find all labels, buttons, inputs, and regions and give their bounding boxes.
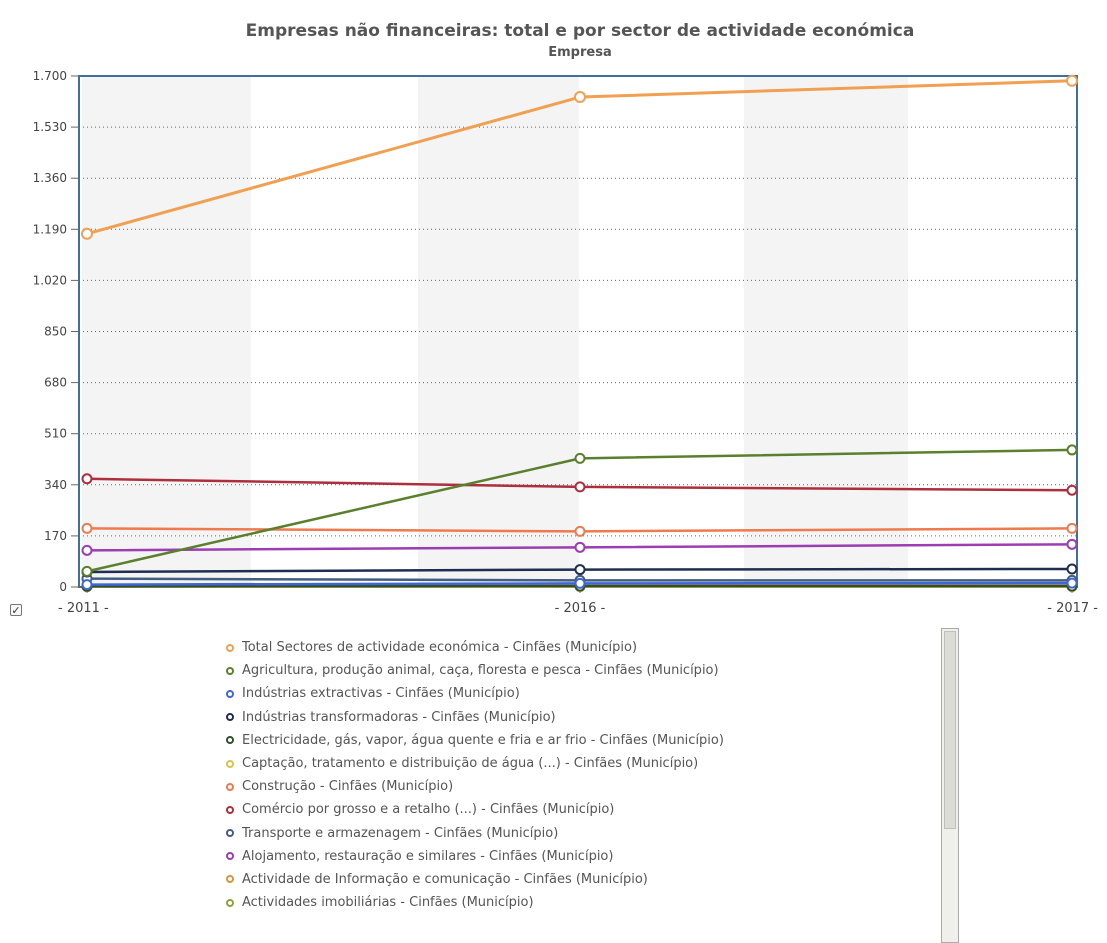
chart-title: Empresas não financeiras: total e por se…	[246, 21, 915, 41]
chart-container: Empresas não financeiras: total e por se…	[33, 21, 1099, 616]
data-point	[574, 452, 586, 464]
data-point	[81, 473, 93, 485]
legend-label: Agricultura, produção animal, caça, flor…	[242, 663, 719, 679]
legend-marker-icon	[226, 852, 234, 861]
legend-marker-icon	[226, 829, 234, 838]
legend-label: Total Sectores de actividade económica -…	[242, 640, 638, 656]
legend-marker-icon	[226, 805, 234, 814]
data-point	[1066, 484, 1078, 496]
legend-item[interactable]: Indústrias extractivas - Cinfães (Municí…	[226, 682, 836, 705]
y-tick-label: 1.360	[33, 171, 67, 185]
data-point	[574, 564, 586, 576]
legend-marker-icon	[226, 782, 234, 791]
legend-item[interactable]: Transporte e armazenagem - Cinfães (Muni…	[226, 822, 836, 845]
data-point	[81, 579, 93, 591]
chart-subtitle: Empresa	[548, 45, 611, 60]
legend-label: Indústrias transformadoras - Cinfães (Mu…	[242, 709, 556, 725]
legend-marker-icon	[226, 736, 234, 745]
legend-label: Actividade de Informação e comunicação -…	[242, 871, 648, 887]
legend-label: Alojamento, restauração e similares - Ci…	[242, 848, 614, 864]
legend-item[interactable]: Captação, tratamento e distribuição de á…	[226, 752, 836, 775]
line-chart: Empresas não financeiras: total e por se…	[33, 21, 1099, 616]
data-point	[1066, 74, 1078, 87]
data-point	[574, 577, 586, 589]
legend-marker-icon	[226, 898, 234, 907]
data-point	[81, 522, 93, 534]
legend-item[interactable]: Indústrias transformadoras - Cinfães (Mu…	[226, 706, 836, 729]
data-point	[81, 565, 93, 577]
legend-marker-icon	[226, 666, 234, 675]
legend-item[interactable]: Actividade de Informação e comunicação -…	[226, 868, 836, 891]
legend-item[interactable]: Actividades imobiliárias - Cinfães (Muni…	[226, 891, 836, 914]
legend-label: Transporte e armazenagem - Cinfães (Muni…	[242, 825, 559, 841]
legend-scrollbar[interactable]	[941, 628, 959, 943]
y-tick-label: 510	[44, 427, 67, 441]
legend-label: Construção - Cinfães (Município)	[242, 779, 454, 795]
legend-marker-icon	[226, 643, 234, 652]
legend-label: Electricidade, gás, vapor, água quente e…	[242, 732, 724, 748]
legend-marker-icon	[226, 689, 234, 698]
legend-label: Captação, tratamento e distribuição de á…	[242, 756, 699, 772]
legend-toggle-checkbox[interactable]: ✓	[10, 604, 22, 617]
y-tick-label: 340	[44, 478, 67, 492]
legend-panel: Total Sectores de actividade económica -…	[226, 636, 836, 943]
data-point	[81, 544, 93, 556]
legend-marker-icon	[226, 875, 234, 884]
x-tick-label: - 2011 -	[58, 601, 109, 616]
chart-content: 0 170 340 510 680 850 1.020 1.190 1.360 1.530 1.70…	[33, 69, 1099, 616]
plot-band	[418, 76, 579, 587]
data-point	[1066, 563, 1078, 575]
y-tick-label: 1.190	[33, 222, 67, 236]
legend-item[interactable]: Construção - Cinfães (Município)	[226, 775, 836, 798]
data-point	[1066, 522, 1078, 534]
x-tick-label: - 2016 -	[555, 601, 606, 616]
legend-item[interactable]: Comércio por grosso e a retalho (...) - …	[226, 798, 836, 821]
data-point	[574, 91, 586, 104]
data-point	[574, 481, 586, 493]
plot-band	[82, 76, 251, 587]
y-tick-label: 170	[44, 529, 67, 543]
legend-marker-icon	[226, 713, 234, 722]
legend-item[interactable]: Alojamento, restauração e similares - Ci…	[226, 845, 836, 868]
check-mark-icon: ✓	[11, 604, 21, 617]
scroll-thumb[interactable]	[944, 631, 956, 829]
y-tick-label: 1.700	[33, 69, 67, 83]
legend-label: Actividades imobiliárias - Cinfães (Muni…	[242, 895, 534, 911]
data-point	[574, 525, 586, 537]
data-point	[81, 227, 93, 240]
y-tick-label: 850	[44, 325, 67, 339]
y-tick-label: 0	[59, 580, 67, 594]
legend-item[interactable]: Total Sectores de actividade económica -…	[226, 636, 836, 659]
x-tick-label: - 2017 -	[1047, 601, 1098, 616]
data-point	[574, 541, 586, 553]
y-tick-label: 680	[44, 376, 67, 390]
plot-band	[908, 76, 1077, 587]
y-tick-label: 1.020	[33, 273, 67, 287]
legend-marker-icon	[226, 759, 234, 768]
data-point	[1066, 538, 1078, 550]
legend-label: Comércio por grosso e a retalho (...) - …	[242, 802, 615, 818]
legend-item[interactable]: Electricidade, gás, vapor, água quente e…	[226, 729, 836, 752]
y-tick-label: 1.530	[33, 120, 67, 134]
data-point	[1066, 444, 1078, 456]
legend-item[interactable]: Agricultura, produção animal, caça, flor…	[226, 659, 836, 682]
legend-label: Indústrias extractivas - Cinfães (Municí…	[242, 686, 520, 702]
data-point	[1066, 577, 1078, 589]
